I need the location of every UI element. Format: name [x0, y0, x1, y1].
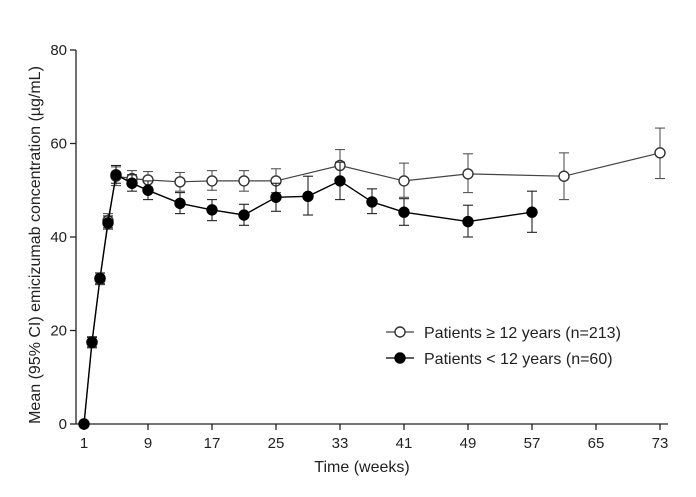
data-point: [398, 175, 410, 187]
legend-label: Patients ≥ 12 years (n=213): [424, 325, 621, 342]
data-point: [526, 206, 538, 218]
x-tick-label: 17: [204, 435, 221, 452]
data-point: [238, 209, 250, 221]
x-tick-label: 33: [332, 435, 349, 452]
series-1: [78, 127, 666, 430]
data-point: [302, 190, 314, 203]
series-2: [78, 161, 538, 430]
data-point: [462, 215, 474, 228]
data-point: [94, 272, 106, 284]
legend-marker: [394, 352, 406, 364]
data-point: [398, 206, 410, 218]
x-tick-label: 73: [652, 435, 669, 452]
y-tick-label: 40: [50, 229, 67, 246]
data-point: [86, 336, 98, 348]
data-point: [102, 217, 114, 229]
data-point: [558, 170, 570, 182]
legend-label: Patients < 12 years (n=60): [424, 351, 613, 368]
y-tick-label: 20: [50, 323, 67, 340]
x-tick-label: 65: [588, 435, 605, 452]
series-layer: [78, 127, 666, 430]
data-point: [110, 169, 122, 181]
data-point: [174, 176, 186, 188]
x-tick-label: 49: [460, 435, 477, 452]
data-point: [206, 204, 218, 216]
data-point: [142, 184, 154, 196]
y-tick-label: 0: [59, 416, 67, 433]
x-tick-label: 57: [524, 435, 541, 452]
y-tick-label: 60: [50, 136, 67, 153]
data-point: [174, 197, 186, 210]
x-tick-label: 25: [268, 435, 285, 452]
x-tick-label: 41: [396, 435, 413, 452]
data-point: [238, 175, 250, 187]
data-point: [334, 175, 346, 187]
axes: 0 20 40 60 80 1 9 17 25 33 41 49 57 65 73: [50, 42, 668, 452]
data-point: [270, 191, 282, 203]
x-tick-label: 9: [144, 435, 152, 452]
data-point: [206, 175, 218, 187]
legend: Patients ≥ 12 years (n=213) Patients < 12…: [386, 325, 621, 368]
data-point: [78, 418, 90, 430]
data-point: [126, 177, 138, 189]
x-tick-label: 1: [80, 435, 88, 452]
y-tick-label: 80: [50, 42, 67, 59]
x-axis-title: Time (weeks): [314, 459, 409, 476]
data-point: [654, 147, 666, 159]
data-point: [462, 168, 474, 180]
legend-marker: [394, 326, 406, 338]
y-axis-title: Mean (95% CI) emicizumab concentration (…: [27, 66, 44, 424]
data-point: [366, 196, 378, 208]
